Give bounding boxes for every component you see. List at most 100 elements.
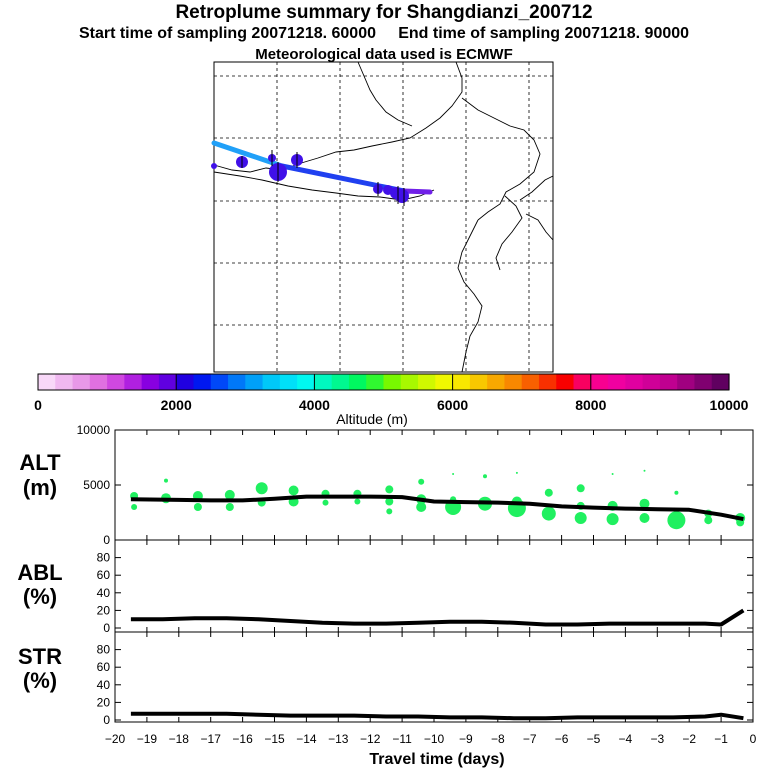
y-tick-label: 0 (103, 713, 110, 727)
colorbar-cell (89, 374, 108, 390)
x-tick-label: −10 (424, 732, 445, 746)
colorbar-cell (608, 374, 626, 390)
y-tick-label: 0 (103, 621, 110, 635)
colorbar-tick-label: 6000 (437, 397, 468, 413)
colorbar-cell (314, 374, 333, 390)
colorbar-cell (228, 374, 246, 390)
colorbar-cell (677, 374, 696, 390)
colorbar-cell (573, 374, 592, 390)
altitude-cluster-point (674, 490, 679, 495)
met-data-label: Meteorological data used is ECMWF (255, 46, 513, 63)
colorbar-cell (504, 374, 523, 390)
x-tick-label: −6 (555, 732, 569, 746)
x-tick-label: −18 (169, 732, 190, 746)
x-tick-label: −16 (232, 732, 253, 746)
altitude-cluster-point (639, 498, 650, 509)
time-series-panels: 1000050000ALT(m)806040200ABL(%)806040200… (17, 423, 756, 768)
colorbar-cell (469, 374, 488, 390)
altitude-cluster-point (483, 474, 487, 479)
sampling-times: Start time of sampling 20071218. 60000 E… (0, 25, 768, 43)
track-segment-early (211, 140, 285, 169)
y-tick-label: 40 (97, 586, 111, 600)
x-tick-label: −15 (264, 732, 285, 746)
colorbar-tick-label: 4000 (299, 397, 330, 413)
panel-label: ALT (19, 450, 61, 475)
x-axis-label: Travel time (days) (369, 751, 504, 768)
colorbar-cell (297, 374, 316, 390)
altitude-cluster-point (574, 512, 587, 524)
colorbar-cell (642, 374, 661, 390)
altitude-cluster-point (385, 485, 394, 494)
altitude-cluster-point (193, 503, 202, 511)
colorbar-cell (556, 374, 575, 390)
colorbar-cell (538, 374, 557, 390)
y-tick-label: 20 (97, 603, 111, 617)
altitude-cluster-point (515, 471, 518, 474)
altitude-cluster-point (606, 513, 619, 526)
altitude-cluster-point (611, 473, 614, 475)
series-line-str (130, 711, 744, 721)
colorbar-cell (245, 374, 264, 390)
y-tick-label: 40 (97, 678, 111, 692)
colorbar-cell (262, 374, 281, 390)
x-tick-label: −17 (201, 732, 222, 746)
panel-unit: (%) (23, 584, 57, 609)
map-frame (213, 61, 554, 373)
x-tick-label: −3 (650, 732, 664, 746)
altitude-cluster-point (386, 508, 393, 515)
panel-label: STR (18, 644, 62, 669)
colorbar-label: Altitude (m) (336, 411, 408, 427)
altitude-cluster-point (704, 516, 713, 525)
colorbar-cell (435, 374, 454, 390)
panel-abl: 80 60 40 20 0 ABL(%) (17, 539, 754, 635)
colorbar-cell (418, 374, 436, 390)
map-gridlines (214, 62, 553, 372)
altitude-cluster-point (164, 478, 168, 483)
trajectory-track (211, 140, 433, 195)
colorbar-cell (659, 374, 678, 390)
colorbar-cell (400, 374, 419, 390)
track-segment-mid (279, 163, 407, 194)
start-time-label: Start time of sampling 20071218. 60000 (78, 25, 376, 42)
panel-frame (114, 631, 754, 723)
altitude-cluster-point (544, 488, 553, 497)
panel-unit: (%) (23, 668, 57, 693)
y-tick-label: 80 (97, 551, 111, 565)
colorbar-tick-label: 0 (34, 397, 42, 413)
colorbar-cell (487, 374, 506, 390)
altitude-cluster-point (354, 498, 361, 505)
colorbar-cell (107, 374, 125, 390)
x-tick-label: −13 (328, 732, 349, 746)
cluster-marker (395, 189, 409, 203)
y-tick-label: 60 (97, 660, 111, 674)
colorbar-cell (210, 374, 229, 390)
altitude-cluster-point (541, 506, 556, 521)
map-panel (211, 61, 554, 373)
x-tick-label: −7 (523, 732, 537, 746)
colorbar-tick-label: 2000 (161, 397, 192, 413)
panel-frame (114, 429, 754, 541)
panel-label: ABL (17, 560, 62, 585)
cluster-markers (211, 150, 409, 206)
altitude-cluster-point (576, 484, 585, 493)
y-tick-label: 5000 (83, 478, 110, 492)
colorbar-cell (590, 374, 609, 390)
y-tick-label: 0 (103, 533, 110, 547)
series-line-abl (130, 608, 745, 627)
altitude-cluster-point (131, 504, 138, 510)
altitude-cluster-point (225, 503, 234, 511)
panel-str: 80 60 40 20 0 STR(%) (18, 631, 754, 727)
colorbar-cell (348, 374, 367, 390)
y-tick-label: 20 (97, 695, 111, 709)
colorbar-cell (279, 374, 298, 390)
colorbar-cell (521, 374, 540, 390)
colorbar-cell (383, 374, 402, 390)
x-tick-label: −1 (714, 732, 728, 746)
altitude-cluster-point (452, 473, 455, 475)
chart-title: Retroplume summary for Shangdianzi_20071… (175, 2, 593, 23)
panel-alt: 10000 5000 0 ALT(m) (19, 423, 754, 547)
x-tick-label: −19 (137, 732, 158, 746)
altitude-cluster-point (288, 485, 299, 496)
x-tick-label: −12 (360, 732, 381, 746)
